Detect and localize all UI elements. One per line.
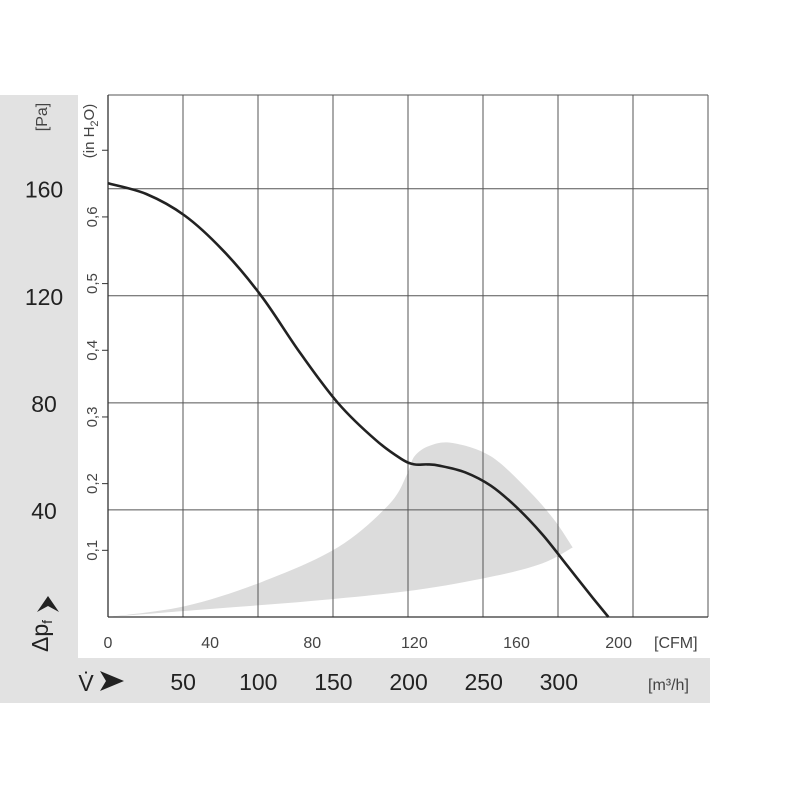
cfm-tick-label: 40 xyxy=(201,635,219,652)
inh2o-tick-label: 0,3 xyxy=(84,407,101,428)
cfm-tick-label: 120 xyxy=(401,635,428,652)
m3h-tick-label: 250 xyxy=(465,669,503,695)
inh2o-tick-label: 0,5 xyxy=(84,273,101,294)
pa-tick-label: 160 xyxy=(25,177,63,203)
cfm-unit-label: [CFM] xyxy=(654,635,698,652)
m3h-tick-label: 50 xyxy=(170,669,196,695)
pa-tick-label: 80 xyxy=(31,391,57,417)
operating-region xyxy=(108,442,573,617)
m3h-tick-label: 300 xyxy=(540,669,578,695)
cfm-tick-label: 0 xyxy=(104,635,113,652)
inh2o-tick-label: 0,2 xyxy=(84,473,101,494)
inh2o-unit-label: (in H2O) xyxy=(81,104,101,158)
pa-unit-label: [Pa] xyxy=(34,103,51,131)
left-axis-band xyxy=(0,95,78,658)
pa-tick-label: 120 xyxy=(25,284,63,310)
inh2o-tick-label: 0,4 xyxy=(84,340,101,361)
cfm-tick-label: 200 xyxy=(605,635,632,652)
flow-axis-label: V̇ xyxy=(78,670,94,696)
pressure-axis-arrow xyxy=(37,596,59,612)
m3h-unit-label: [m³/h] xyxy=(648,677,689,694)
inh2o-tick-label: 0,6 xyxy=(84,206,101,227)
m3h-tick-label: 200 xyxy=(389,669,427,695)
m3h-tick-label: 100 xyxy=(239,669,277,695)
flow-axis-arrow xyxy=(100,671,124,691)
inh2o-tick-label: 0,1 xyxy=(84,540,101,561)
cfm-tick-label: 80 xyxy=(303,635,321,652)
cfm-tick-label: 160 xyxy=(503,635,530,652)
performance-curve xyxy=(107,182,610,618)
pressure-axis-label: Δpf xyxy=(27,620,55,652)
m3h-tick-label: 150 xyxy=(314,669,352,695)
pa-tick-label: 40 xyxy=(31,498,57,524)
